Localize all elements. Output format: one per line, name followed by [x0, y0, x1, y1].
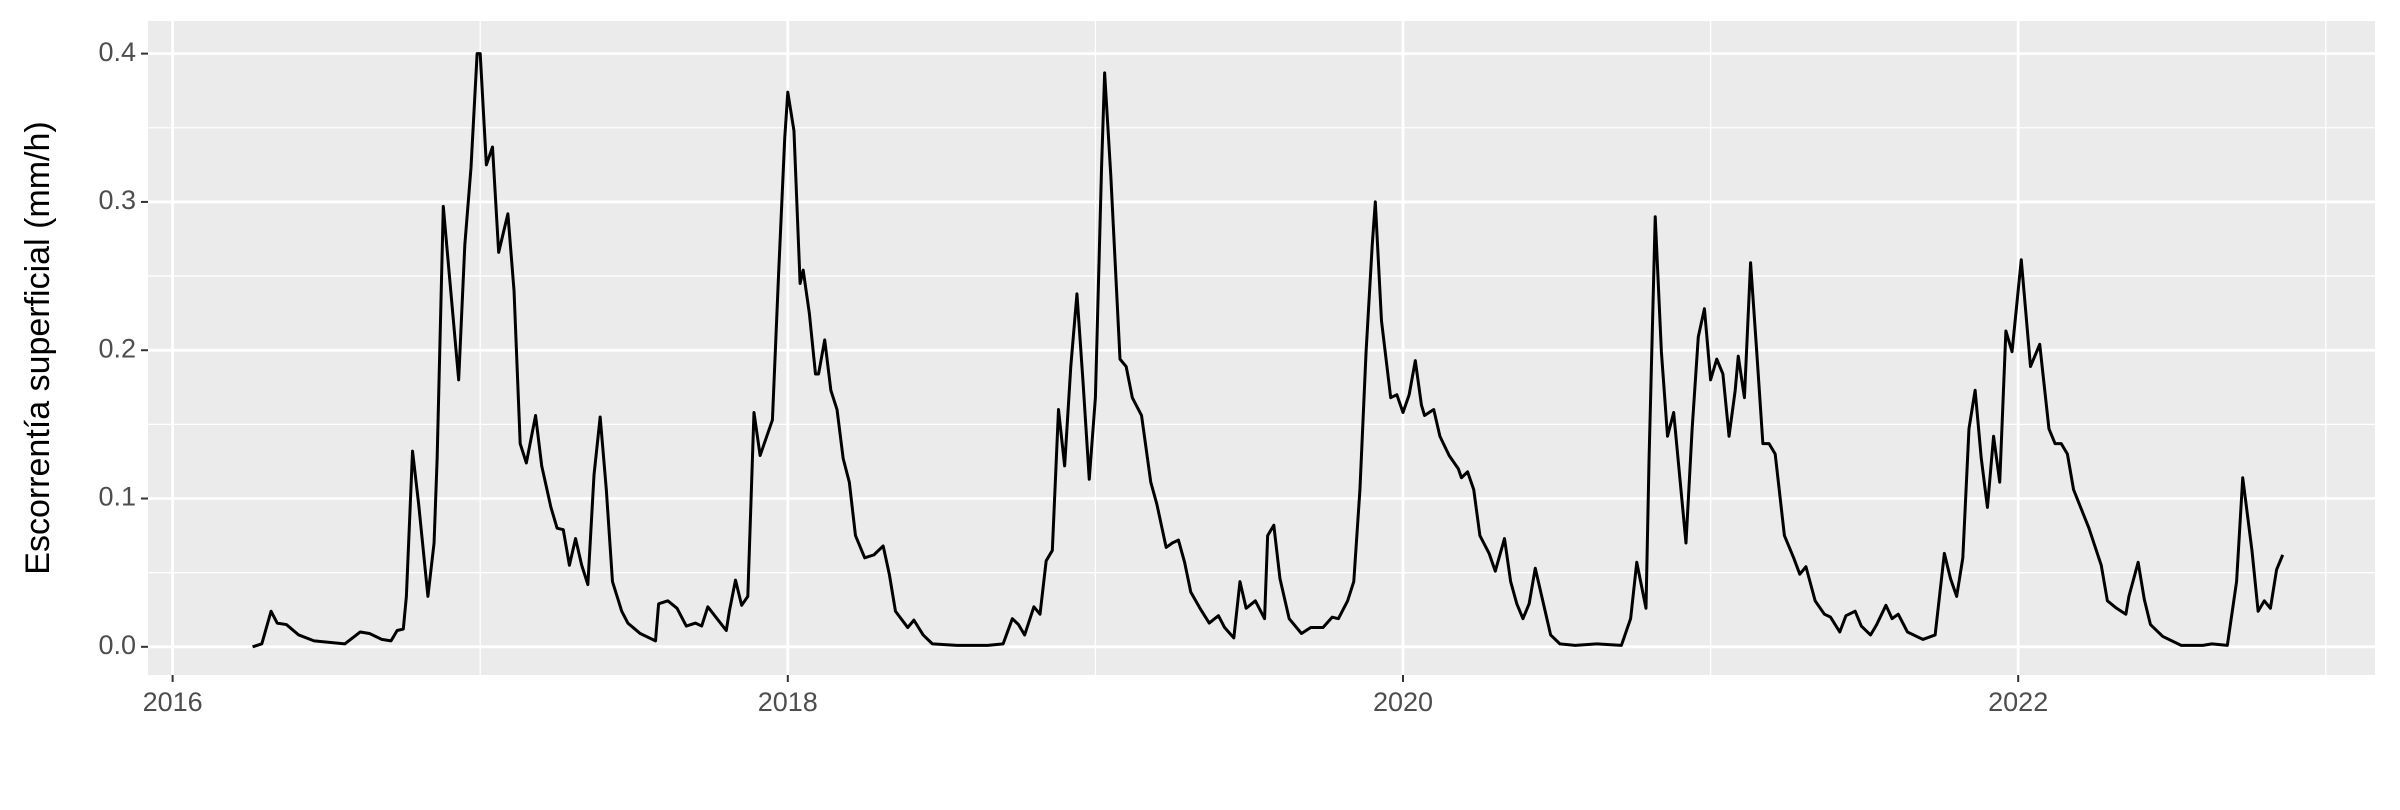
y-tick-label: 0.3	[98, 185, 136, 215]
x-tick-label: 2022	[1988, 687, 2048, 717]
line	[252, 52, 2285, 649]
x-tick-label: 2020	[1373, 687, 1433, 717]
x-tick-label: 2016	[143, 687, 203, 717]
y-tick-label: 0.1	[98, 482, 136, 512]
y-tick-label: 0.0	[98, 630, 136, 660]
y-tick-label: 0.2	[98, 333, 136, 363]
x-tick-label: 2018	[758, 687, 818, 717]
y-axis-title: Escorrentía superficial (mm/h)	[19, 121, 57, 574]
y-tick-label: 0.4	[98, 37, 136, 67]
